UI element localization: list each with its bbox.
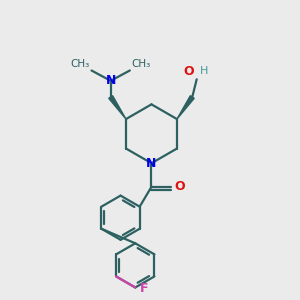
Text: F: F bbox=[140, 282, 148, 296]
Polygon shape bbox=[177, 96, 194, 119]
Text: N: N bbox=[146, 157, 157, 170]
Text: CH₃: CH₃ bbox=[71, 59, 90, 69]
Text: O: O bbox=[184, 65, 194, 78]
Text: N: N bbox=[106, 74, 116, 87]
Text: O: O bbox=[174, 180, 185, 193]
Text: H: H bbox=[200, 66, 208, 76]
Polygon shape bbox=[109, 96, 126, 119]
Text: CH₃: CH₃ bbox=[131, 59, 151, 69]
